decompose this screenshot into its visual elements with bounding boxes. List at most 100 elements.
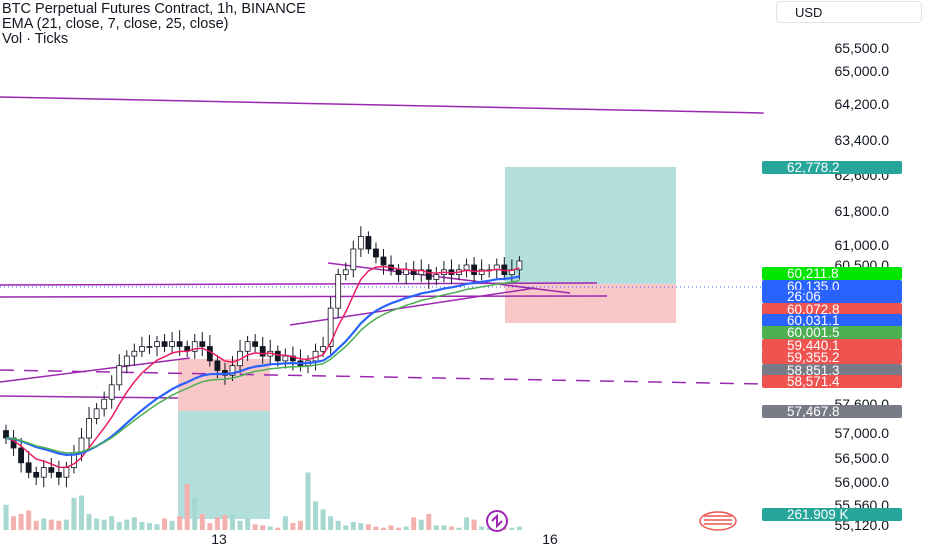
triangle-top-line [327, 262, 571, 294]
time-axis[interactable]: 13 16 [211, 531, 558, 547]
volume-bar [146, 523, 152, 530]
volume-bar [214, 517, 220, 530]
candle-body [108, 384, 115, 400]
volume-bar [71, 497, 77, 530]
candle-body [199, 341, 206, 347]
candle-body [478, 269, 485, 275]
price-tick: 56,000.0 [835, 474, 890, 490]
candle-body [18, 447, 25, 464]
volume-bar [177, 516, 183, 530]
candle-body [123, 355, 130, 367]
volume-bar [297, 520, 303, 530]
volume-bar [486, 527, 492, 530]
volume-bar [418, 519, 424, 530]
volume-bar [11, 516, 17, 530]
volume-bar [479, 526, 485, 530]
price-badge-text: 60,211.8 [787, 266, 839, 281]
price-badge-text: 59,355.2 [787, 350, 840, 365]
price-badge-text: 62,778.2 [787, 160, 840, 175]
volume-bar [509, 527, 515, 530]
candle-body [93, 408, 100, 419]
price-badge [762, 280, 902, 293]
candle-body [320, 346, 327, 352]
candle-body [206, 346, 213, 362]
flag-icon [699, 511, 737, 531]
candle-body [63, 467, 70, 478]
candle-body [116, 365, 123, 386]
volume-bar [124, 519, 130, 530]
price-badge-text: 60,001.5 [787, 325, 840, 340]
candle-body [176, 341, 183, 347]
candle-body [138, 346, 145, 352]
ema-7-line [5, 265, 520, 469]
volume-bar [275, 527, 281, 530]
ema-lines [5, 265, 520, 469]
price-badge-text: 26:06 [787, 289, 821, 304]
candle-body [516, 260, 523, 271]
candle-body [25, 462, 32, 473]
candle-body [425, 269, 432, 280]
volume-bar [365, 524, 371, 530]
volume-bar [33, 520, 39, 530]
candle-body [101, 398, 108, 410]
ema-25-line [5, 279, 520, 454]
resistance-line [0, 96, 765, 114]
candle-body [191, 341, 198, 352]
price-tick: 65,500.0 [835, 40, 890, 56]
lightning-icon [491, 513, 503, 529]
dashed-support-line [0, 369, 765, 385]
price-badge [762, 326, 902, 339]
candle-body [380, 256, 387, 266]
price-tick: 65,000.0 [835, 63, 890, 79]
legend-ema: EMA (21, close, 7, close, 25, close) [2, 16, 229, 32]
volume-bar [320, 509, 326, 530]
volume-bar [252, 524, 258, 530]
volume-bar [448, 526, 454, 530]
volume-bar [381, 527, 386, 530]
volume-bar [184, 484, 190, 530]
candle-body [274, 350, 281, 362]
candle-body [433, 274, 440, 280]
volume-bar [403, 526, 409, 530]
legend-volume: Vol · Ticks [2, 31, 69, 47]
candle-body [395, 269, 402, 275]
volume-bar [456, 527, 462, 530]
volume-bar [199, 513, 205, 530]
candle-body [282, 355, 289, 362]
volume-bar [169, 520, 175, 530]
price-badge [762, 290, 902, 303]
candle-body [169, 341, 176, 347]
currency-selector[interactable]: USD [776, 1, 922, 23]
price-badge [762, 508, 902, 521]
target-zone [505, 167, 676, 284]
price-tick: 61,800.0 [835, 203, 890, 219]
volume-bar [328, 516, 334, 530]
volume-bar [192, 497, 198, 530]
time-tick: 13 [211, 531, 227, 547]
candle-body [244, 341, 251, 352]
volume-bar [358, 523, 364, 530]
price-tick: 56,500.0 [835, 450, 890, 466]
chart-icons[interactable] [486, 510, 737, 532]
volume-bar [260, 525, 266, 530]
stop-zone [505, 284, 676, 323]
volume-bar [305, 472, 311, 530]
candle-body [357, 236, 364, 250]
candle-body [327, 307, 334, 347]
candle-body [131, 350, 138, 357]
volume-bar [426, 513, 432, 530]
channel-top-line [0, 357, 191, 383]
volume-bars [3, 472, 522, 530]
volume-bar [48, 519, 54, 530]
volume-bar [63, 519, 69, 530]
drawing-lines[interactable] [0, 96, 765, 399]
channel-base-line [0, 395, 179, 399]
volume-bar [109, 516, 115, 530]
candle-body [259, 346, 266, 357]
time-tick: 16 [542, 531, 558, 547]
price-badge [762, 364, 902, 377]
candle-body [335, 274, 342, 309]
volume-bar [222, 515, 228, 530]
volume-bar [3, 504, 9, 530]
